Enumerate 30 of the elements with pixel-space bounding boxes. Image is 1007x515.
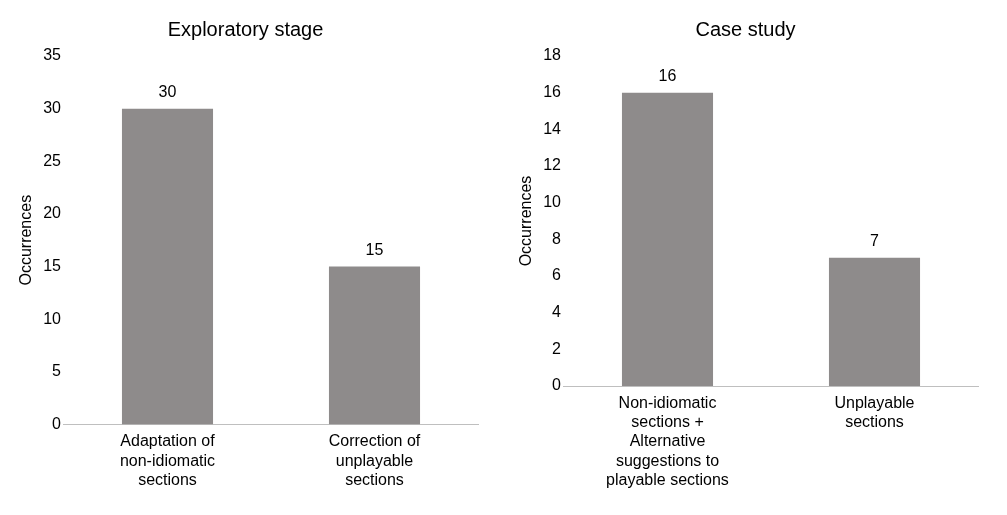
y-tick-label: 8 [552,229,562,247]
x-tick-label: Correction of unplayable sections [328,432,421,488]
y-tick-label: 6 [552,266,562,284]
chart-title: Exploratory stage [167,17,324,40]
chart-title: Case study [695,17,796,40]
x-tick-label: Adaptation of non-idiomatic sections [119,432,216,488]
y-tick-label: 4 [552,303,562,321]
y-tick-label: 18 [543,46,562,64]
y-tick-label: 10 [543,193,562,211]
y-tick-label: 2 [552,339,562,357]
y-tick-label: 35 [43,46,62,64]
y-tick-label: 0 [552,376,562,394]
y-tick-label: 30 [43,99,62,117]
y-axis-title: Occurrences [517,175,535,267]
x-tick-label: Non-idiomatic sections + Alternative suggestions to playable sections [606,394,729,488]
x-tick-label: Unplayable sections [834,394,915,431]
data-label: 15 [365,240,384,258]
y-tick-label: 0 [52,414,62,432]
y-tick-label: 5 [52,362,62,380]
y-tick-label: 15 [43,256,62,274]
data-label: 16 [658,67,677,85]
y-tick-label: 25 [43,151,62,169]
y-tick-label: 10 [43,309,62,327]
data-label: 30 [158,83,177,101]
y-tick-label: 16 [543,83,562,101]
data-label: 7 [870,232,880,250]
y-tick-label: 14 [543,119,562,137]
y-axis-title: Occurrences [17,194,35,286]
y-tick-label: 20 [43,204,62,222]
y-tick-label: 12 [543,156,562,174]
